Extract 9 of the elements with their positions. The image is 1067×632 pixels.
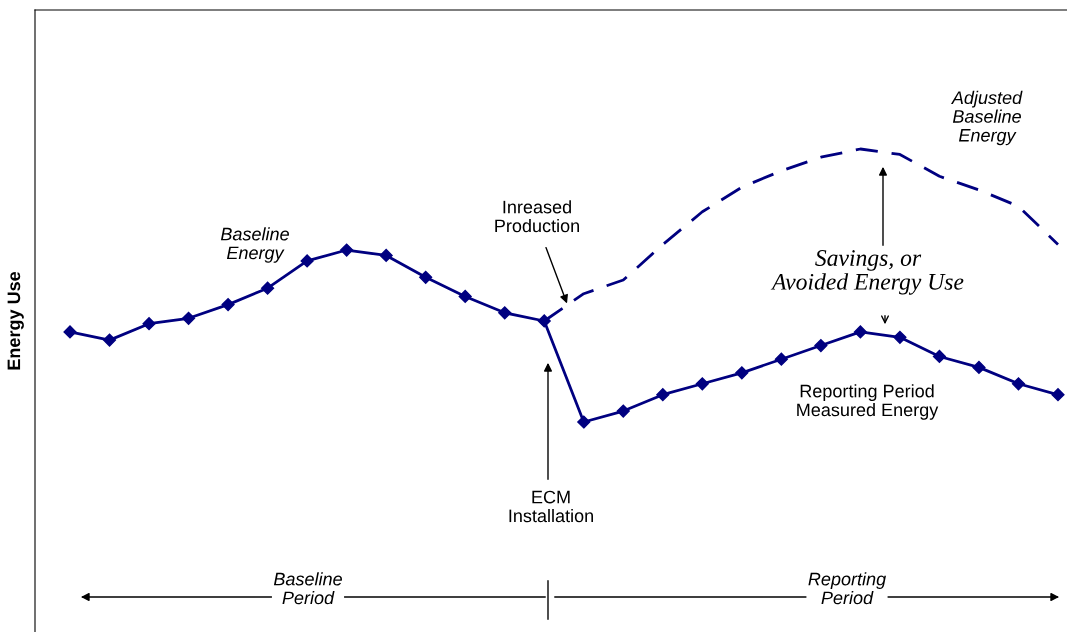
annotation: Inreased Production [495, 200, 579, 233]
y-axis-title: Energy Use [7, 271, 24, 370]
text: Adjusted Baseline Energy [950, 90, 1023, 146]
text: Reporting Period [808, 572, 886, 605]
text: Baseline Period [273, 572, 342, 605]
annotation: Baseline Energy [220, 227, 289, 263]
annotation: Reporting Period Measured Energy [797, 384, 939, 420]
annotation: Savings, or Avoided Energy Use [770, 250, 964, 295]
text: ECM Installation [509, 490, 593, 523]
